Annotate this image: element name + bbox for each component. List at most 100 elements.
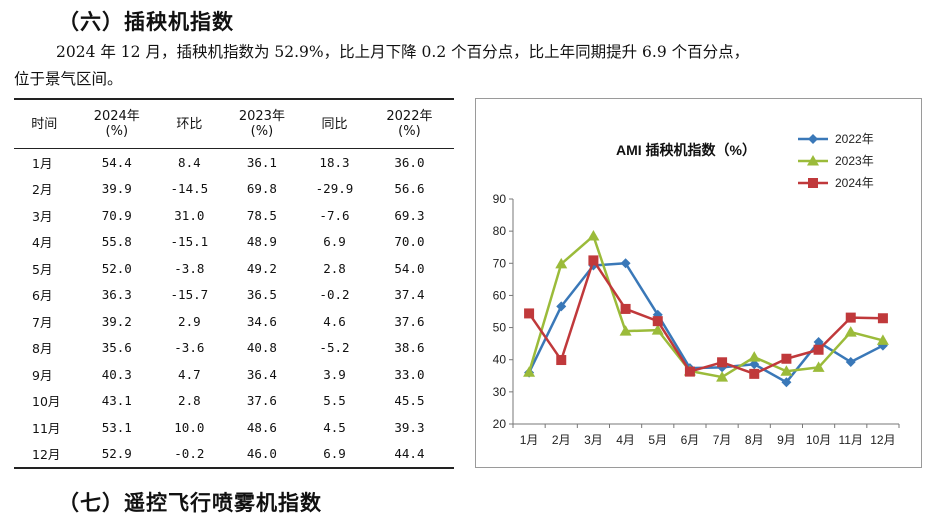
table-cell-value: 39.3: [394, 419, 425, 435]
table-header-cell: 时间: [14, 98, 75, 149]
data-point-2024年: [813, 344, 824, 355]
x-tick-label: 3月: [584, 433, 603, 447]
table-cell-value: 45.5: [394, 393, 425, 409]
legend-label: 2023年: [835, 154, 874, 168]
table-cell-month: 5月: [32, 261, 53, 277]
table-cell-month: 12月: [14, 440, 75, 469]
data-point-2022年: [556, 301, 567, 312]
y-tick-label: 20: [493, 417, 507, 431]
table-cell-value: 2.9: [178, 313, 201, 329]
table-cell-value: 70.9: [101, 207, 132, 223]
legend-label: 2022年: [835, 132, 874, 146]
table-row: 10月 43.1 2.8 37.6 5.5 45.5: [14, 388, 454, 415]
x-tick-label: 8月: [745, 433, 764, 447]
table-cell-month: 2月: [32, 182, 53, 198]
x-tick-label: 1月: [520, 433, 539, 447]
table-cell-month: 11月: [32, 420, 61, 436]
table-row: 8月 35.6 -3.6 40.8 -5.2 38.6: [14, 335, 454, 362]
table-cell-value: 39.2: [101, 313, 132, 329]
table-cell-value: 69.3: [394, 207, 425, 223]
table-cell-value: 70.0: [394, 234, 425, 250]
table-cell-value: 40.3: [101, 366, 132, 382]
data-point-2023年: [619, 325, 632, 336]
series-line-2022年: [527, 262, 884, 384]
data-point-2023年: [876, 334, 889, 345]
chart-frame: AMI 插秧机指数（%） 20 30 40 50 60 70 80 90 1月 2月 3月 4月 5月 6月…: [475, 98, 922, 468]
table-cell-value: 36.1: [246, 154, 277, 170]
table-cell-value: 46.0: [219, 440, 305, 469]
table-cell-value: 37.6: [394, 313, 425, 329]
table-row: 9月 40.3 4.7 36.4 3.9 33.0: [14, 361, 454, 388]
data-point-2023年: [844, 326, 857, 337]
x-tick-label: 7月: [713, 433, 732, 447]
legend-marker: [808, 134, 818, 144]
table-cell-value: 39.9: [101, 181, 132, 197]
legend-marker: [807, 155, 819, 166]
table-cell-value: 49.2: [246, 260, 277, 276]
table-row: 6月 36.3 -15.7 36.5 -0.2 37.4: [14, 282, 454, 309]
table-cell-value: 3.9: [323, 366, 346, 382]
series-line-2024年: [528, 259, 883, 376]
data-point-2022年: [620, 258, 631, 269]
table-cell-value: -14.5: [170, 181, 209, 197]
data-point-2023年: [716, 371, 729, 382]
data-point-2023年: [748, 351, 761, 362]
table-cell-value: 54.4: [101, 154, 132, 170]
table-cell-value: 44.4: [364, 440, 454, 469]
data-point-2023年: [651, 324, 664, 335]
table-cell-value: 5.5: [323, 393, 346, 409]
table-header-text: 同比: [321, 116, 348, 132]
y-tick-label: 70: [493, 256, 507, 270]
table-cell-value: 18.3: [319, 154, 350, 170]
data-point-2024年: [524, 308, 535, 319]
data-point-2024年: [717, 357, 728, 368]
table-cell-value: 2.8: [178, 393, 201, 409]
table-cell-value: -0.2: [319, 287, 350, 303]
table-cell-value: 53.1: [101, 419, 132, 435]
table-cell-value: -15.7: [170, 287, 209, 303]
data-point-2024年: [749, 368, 760, 379]
table-cell-value: -15.1: [170, 234, 209, 250]
table-cell-value: 36.0: [394, 154, 425, 170]
table-cell-month: 10月: [32, 394, 61, 410]
table-cell-value: -0.2: [158, 440, 220, 469]
table-cell-value: -29.9: [315, 181, 354, 197]
x-tick-label: 9月: [777, 433, 796, 447]
x-tick-label: 10月: [806, 433, 831, 447]
table-header-text: 2023年: [238, 109, 285, 124]
table-cell-value: 37.4: [394, 287, 425, 303]
summary-line-2: 位于景气区间。: [14, 70, 123, 88]
table-header-text: 2022年: [386, 109, 433, 124]
table-header-cell: 同比: [304, 98, 365, 149]
x-tick-label: 5月: [648, 433, 667, 447]
table-cell-month: 4月: [32, 235, 53, 251]
table-cell-value: 54.0: [394, 260, 425, 276]
y-tick-label: 60: [493, 288, 507, 302]
table-cell-value: 43.1: [101, 393, 132, 409]
y-tick-label: 40: [493, 353, 507, 367]
table-cell-month: 6月: [32, 288, 53, 304]
series-line-2023年: [527, 234, 884, 379]
x-tick-label: 6月: [681, 433, 700, 447]
table-cell-value: 37.6: [246, 393, 277, 409]
index-table: 时间 2024年 (%) 环比 2023年 (%) 同比 2022年 (%) 1月 54.4 8.4…: [14, 98, 454, 469]
data-point-2023年: [587, 229, 600, 241]
y-tick-label: 90: [493, 192, 507, 206]
data-point-2024年: [845, 312, 856, 323]
table-header-text: 环比: [176, 116, 203, 132]
table-header-row: 时间 2024年 (%) 环比 2023年 (%) 同比 2022年 (%): [14, 98, 454, 149]
data-point-2023年: [555, 257, 568, 269]
table-cell-value: 52.9: [74, 440, 159, 469]
table-row: 12月 52.9 -0.2 46.0 6.9 44.4: [14, 440, 454, 469]
x-tick-label: 11月: [839, 433, 863, 447]
table-header-cell: 2024年 (%): [74, 98, 159, 149]
table-row: 11月 53.1 10.0 48.6 4.5 39.3: [14, 414, 454, 441]
data-point-2024年: [652, 316, 663, 327]
table-cell-value: 4.5: [323, 419, 346, 435]
table-cell-value: 40.8: [246, 340, 277, 356]
table-cell-value: 69.8: [246, 181, 277, 197]
x-tick-label: 12月: [870, 433, 895, 447]
table-header-cell: 2022年 (%): [364, 98, 454, 149]
table-cell-value: 31.0: [174, 207, 205, 223]
table-cell-month: 3月: [32, 208, 53, 224]
